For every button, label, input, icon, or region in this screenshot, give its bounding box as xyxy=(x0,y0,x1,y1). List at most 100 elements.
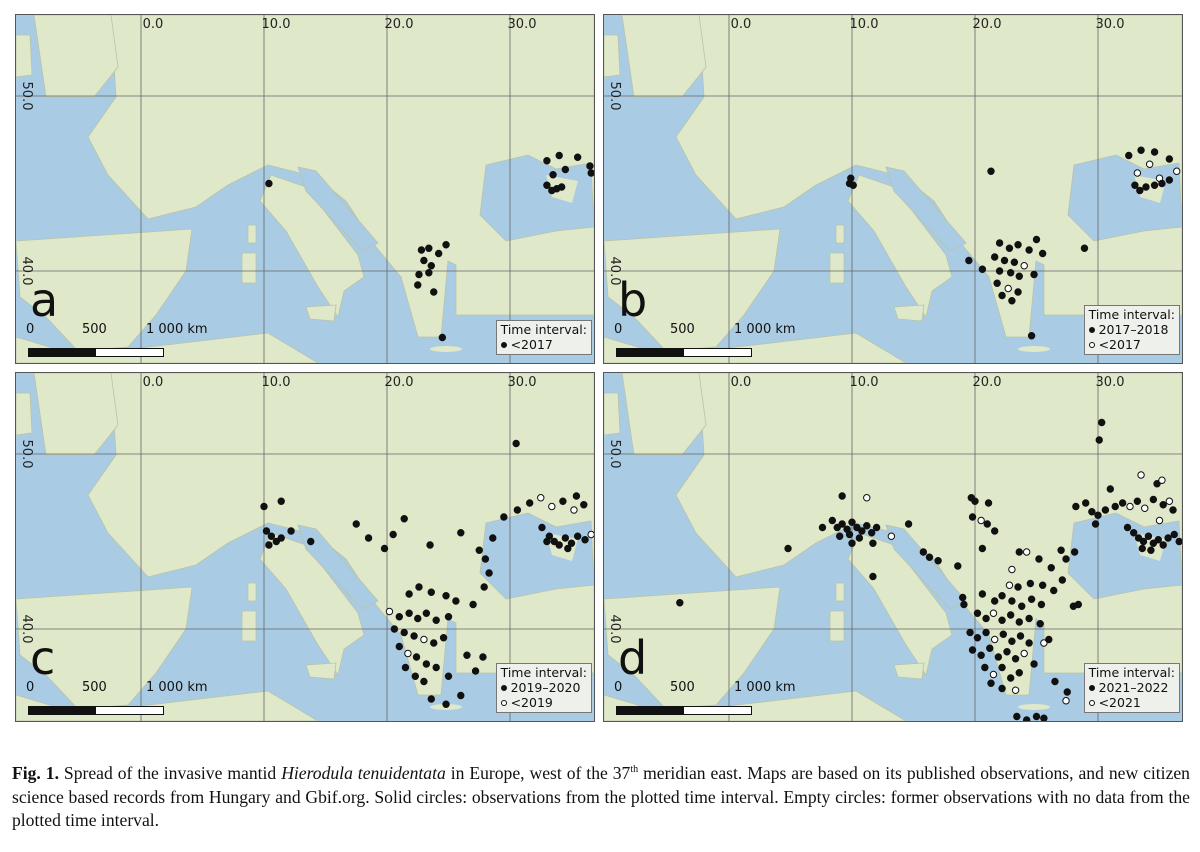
legend-label: <2017 xyxy=(510,337,553,352)
solid-observation-point xyxy=(422,660,431,668)
solid-observation-point xyxy=(426,541,434,549)
scale-label-mid: 500 xyxy=(670,680,695,695)
solid-observation-point xyxy=(1165,176,1174,184)
scale-bar-black-segment xyxy=(29,349,96,356)
solid-observation-point xyxy=(845,530,854,539)
solid-observation-point xyxy=(1144,532,1153,540)
solid-observation-point xyxy=(984,499,993,507)
scale-label-zero: 0 xyxy=(26,322,35,337)
solid-observation-point xyxy=(561,534,570,542)
solid-observation-point xyxy=(993,279,1001,287)
land-mass xyxy=(604,586,781,710)
solid-observation-point xyxy=(959,593,967,602)
solid-observation-point xyxy=(849,181,857,189)
solid-observation-point xyxy=(434,249,443,258)
empty-observation-point xyxy=(1141,504,1149,512)
legend-entry: <2021 xyxy=(1088,695,1175,710)
scale-bar xyxy=(28,706,164,715)
land-mass xyxy=(33,373,119,456)
empty-observation-point xyxy=(1008,565,1016,574)
land-mass xyxy=(16,392,33,436)
solid-observation-point xyxy=(1022,716,1031,721)
solid-observation-point xyxy=(934,557,942,565)
caption-superscript: th xyxy=(630,764,639,776)
solid-observation-point xyxy=(1129,529,1138,537)
legend-title: Time interval: xyxy=(500,665,587,680)
latitude-label: 50.0 xyxy=(606,81,622,111)
crete-island xyxy=(430,346,462,352)
sea-area xyxy=(479,154,594,242)
solid-observation-point xyxy=(869,572,877,581)
solid-observation-point xyxy=(415,583,423,591)
solid-observation-point xyxy=(1018,602,1026,610)
solid-observation-point xyxy=(500,513,508,521)
map-canvas xyxy=(604,15,1182,363)
solid-observation-point xyxy=(277,497,285,505)
solid-observation-point xyxy=(1006,269,1015,277)
solid-observation-point xyxy=(414,614,422,623)
solid-observation-point xyxy=(390,625,399,633)
empty-observation-point xyxy=(548,502,556,511)
empty-observation-point xyxy=(1062,697,1070,705)
solid-observation-point xyxy=(1123,523,1132,532)
solid-observation-point xyxy=(1036,620,1044,628)
empty-observation-point xyxy=(1155,516,1164,525)
legend: Time interval: <2017 xyxy=(495,320,592,355)
empty-observation-point xyxy=(1011,686,1020,694)
solid-observation-point xyxy=(395,613,403,621)
solid-observation-point xyxy=(364,534,373,542)
land-mass xyxy=(621,373,707,456)
map-canvas xyxy=(16,15,594,363)
land-mass xyxy=(621,15,707,98)
solid-observation-point xyxy=(1118,499,1127,507)
empty-observation-point xyxy=(1005,581,1014,589)
solid-circle-icon xyxy=(500,685,507,691)
scale-label-mid: 500 xyxy=(82,322,107,337)
solid-observation-point xyxy=(998,616,1006,624)
sea-area xyxy=(479,512,594,600)
solid-observation-point xyxy=(1149,539,1158,547)
solid-observation-point xyxy=(978,544,987,553)
longitude-label: 0.0 xyxy=(142,17,164,32)
solid-observation-point xyxy=(581,536,589,544)
solid-observation-point xyxy=(1008,297,1016,305)
empty-observation-point xyxy=(587,530,594,539)
solid-observation-point xyxy=(982,614,990,623)
solid-observation-point xyxy=(1003,648,1011,656)
solid-observation-point xyxy=(1091,520,1100,528)
land-mass xyxy=(604,392,621,436)
map-panel-c: 0.0 10.0 20.0 30.0 50.0 40.0 c 0 500 1 000 km Time… xyxy=(15,372,595,722)
solid-observation-point xyxy=(1014,288,1022,296)
empty-observation-point xyxy=(1145,160,1154,168)
solid-observation-point xyxy=(904,520,913,528)
solid-observation-point xyxy=(1015,669,1023,677)
species-name: Hierodula tenuidentata xyxy=(281,763,446,783)
legend: Time interval: 2019–2020 <2019 xyxy=(495,663,592,713)
solid-observation-point xyxy=(994,653,1003,661)
solid-observation-point xyxy=(1164,534,1172,542)
solid-observation-point xyxy=(960,600,968,609)
solid-circle-icon xyxy=(500,342,507,348)
solid-observation-point xyxy=(867,529,876,537)
solid-observation-point xyxy=(427,262,435,270)
solid-observation-point xyxy=(481,555,490,563)
land-mass xyxy=(847,532,953,676)
land-mass xyxy=(829,252,845,284)
solid-observation-point xyxy=(919,548,928,556)
solid-observation-point xyxy=(1153,480,1161,488)
solid-observation-point xyxy=(836,532,844,540)
solid-observation-point xyxy=(1008,637,1016,645)
solid-observation-point xyxy=(968,646,977,654)
sea-area xyxy=(1067,512,1182,600)
land-mass xyxy=(604,34,621,78)
legend-entry: <2017 xyxy=(500,337,587,352)
solid-observation-point xyxy=(1133,497,1142,505)
solid-observation-point xyxy=(998,684,1006,693)
solid-observation-point xyxy=(457,691,465,700)
solid-observation-point xyxy=(471,667,480,675)
solid-observation-point xyxy=(1106,485,1114,493)
land-mass xyxy=(305,662,337,680)
solid-observation-point xyxy=(1074,600,1083,609)
legend-label: <2021 xyxy=(1098,695,1141,710)
scale-label-mid: 500 xyxy=(670,322,695,337)
